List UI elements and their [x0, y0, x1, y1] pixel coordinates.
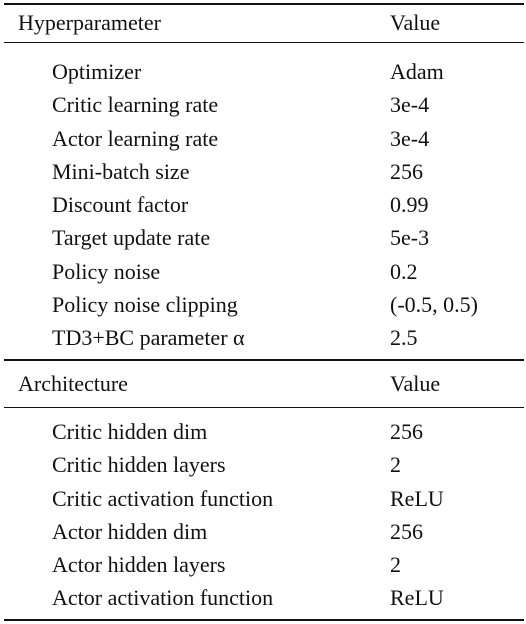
- row-value: (-0.5, 0.5): [390, 291, 478, 317]
- row-value: 5e-3: [390, 225, 430, 251]
- row-value: 256: [390, 518, 423, 544]
- row-value: 256: [390, 158, 423, 184]
- row-label: Critic hidden layers: [52, 452, 226, 478]
- row-label: Discount factor: [52, 192, 189, 217]
- row-label: Actor learning rate: [52, 125, 219, 151]
- row-label: Critic learning rate: [52, 92, 219, 118]
- section-rule: [4, 359, 524, 361]
- row-value: 256: [390, 419, 423, 444]
- header-cell: Architecture: [18, 371, 128, 396]
- header-cell: Value: [390, 371, 441, 396]
- row-value: 0.99: [390, 192, 429, 217]
- header-rule: [4, 42, 524, 43]
- row-label: TD3+BC parameter α: [52, 325, 245, 350]
- row-value: 3e-4: [390, 125, 430, 151]
- row-label: Actor hidden dim: [52, 518, 208, 544]
- row-label: Target update rate: [52, 225, 211, 251]
- top-rule: [4, 3, 524, 5]
- row-value: 2: [390, 452, 401, 478]
- row-value: 3e-4: [390, 92, 430, 118]
- row-label: Mini-batch size: [52, 158, 190, 184]
- row-value: ReLU: [390, 585, 444, 611]
- row-label: Optimizer: [52, 59, 142, 84]
- row-value: 2.5: [390, 325, 418, 350]
- row-value: ReLU: [390, 485, 444, 511]
- row-label: Actor activation function: [52, 585, 274, 611]
- header-cell: Value: [390, 10, 441, 35]
- row-value: Adam: [390, 59, 444, 84]
- row-label: Critic activation function: [52, 485, 274, 511]
- row-value: 0.2: [390, 258, 418, 284]
- header-cell: Hyperparameter: [18, 10, 161, 35]
- row-label: Policy noise clipping: [52, 291, 238, 317]
- row-label: Policy noise: [52, 258, 161, 284]
- row-label: Critic hidden dim: [52, 419, 208, 444]
- bottom-rule: [4, 619, 524, 621]
- row-value: 2: [390, 552, 401, 577]
- header-rule: [4, 407, 524, 408]
- row-label: Actor hidden layers: [52, 552, 226, 577]
